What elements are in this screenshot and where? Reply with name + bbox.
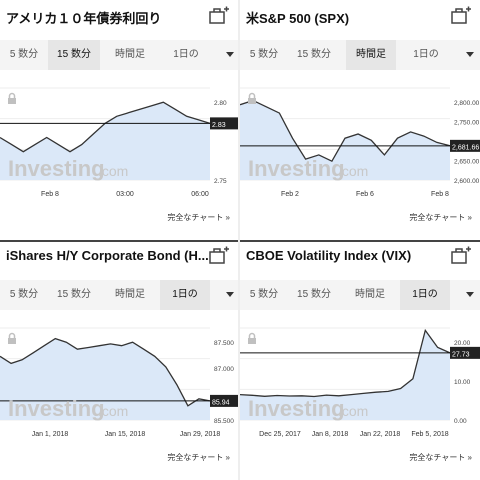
investing-watermark: Investing: [248, 156, 345, 181]
price-label: 27.73: [452, 351, 470, 358]
series-line: [240, 328, 451, 398]
tab-5min[interactable]: 5 数分: [249, 289, 279, 300]
widget-title: iShares H/Y Corporate Bond (H...: [6, 248, 209, 263]
price-label: 2,681.66: [452, 144, 479, 151]
tab-5min[interactable]: 5 数分: [249, 49, 279, 60]
panel-divider: [240, 240, 480, 242]
investing-watermark-suffix: .com: [98, 403, 128, 419]
lock-icon: [248, 332, 256, 344]
y-tick-label: 2,800.00: [454, 100, 480, 107]
x-tick-label: Feb 6: [356, 191, 374, 198]
tab-5min[interactable]: 5 数分: [9, 49, 39, 60]
y-tick-label: 2,750.00: [454, 120, 480, 127]
area-fill: [0, 338, 210, 420]
add-to-portfolio-icon[interactable]: [450, 246, 472, 266]
lock-icon: [8, 332, 16, 344]
x-tick-label: Jan 1, 2018: [32, 431, 69, 438]
tab-15min[interactable]: 15 数分: [57, 289, 91, 300]
chevron-down-icon[interactable]: [226, 52, 234, 57]
x-tick-label: Jan 8, 2018: [312, 431, 349, 438]
chevron-down-icon[interactable]: [226, 292, 234, 297]
full-chart-link[interactable]: 完全なチャート »: [409, 453, 472, 462]
investing-watermark-suffix: .com: [338, 403, 368, 419]
area-fill: [240, 330, 450, 420]
y-tick-label: 87.500: [214, 340, 234, 347]
y-tick-label: 87.000: [214, 366, 234, 373]
tab-5min[interactable]: 5 数分: [9, 289, 39, 300]
x-tick-label: Dec 25, 2017: [259, 431, 301, 438]
timeframe-tabs: 5 数分 15 数分 時間足 1日の: [240, 40, 480, 70]
tab-daily[interactable]: 1日の: [413, 49, 439, 60]
tab-hourly[interactable]: 時間足: [115, 289, 145, 300]
timeframe-tabs: 5 数分 15 数分 時間足 1日の: [0, 280, 238, 310]
series-line: [0, 337, 211, 407]
tab-daily[interactable]: 1日の: [160, 280, 210, 310]
y-tick-label: 10.00: [454, 379, 471, 386]
panel-divider: [0, 240, 238, 242]
tab-15min[interactable]: 15 数分: [297, 49, 331, 60]
add-to-portfolio-icon[interactable]: [208, 246, 230, 266]
investing-watermark: Investing: [8, 396, 105, 421]
price-label: 85.94: [212, 399, 230, 406]
widget-us-10y-bond: アメリカ１０年債券利回り 5 数分 15 数分 時間足 1日の 2.83 2.80…: [0, 0, 240, 240]
tab-daily[interactable]: 1日の: [400, 280, 450, 310]
tab-15min[interactable]: 15 数分: [297, 289, 331, 300]
series-line: [240, 99, 451, 163]
timeframe-tabs: 5 数分 15 数分 時間足 1日の: [0, 40, 238, 70]
add-to-portfolio-icon[interactable]: [450, 6, 472, 26]
tab-hourly[interactable]: 時間足: [346, 40, 396, 70]
y-tick-label: 2.75: [214, 178, 227, 185]
chevron-down-icon[interactable]: [466, 292, 474, 297]
x-tick-label: 06:00: [191, 191, 209, 198]
y-tick-label: 2.80: [214, 100, 227, 107]
investing-watermark-suffix: .com: [338, 163, 368, 179]
widget-title: 米S&P 500 (SPX): [246, 11, 350, 26]
timeframe-tabs: 5 数分 15 数分 時間足 1日の: [240, 280, 480, 310]
tab-daily[interactable]: 1日の: [173, 49, 199, 60]
price-label-bg: [450, 139, 480, 152]
y-tick-label: 20.00: [454, 340, 471, 347]
area-fill: [0, 102, 210, 180]
price-label-bg: [210, 117, 238, 130]
full-chart-link[interactable]: 完全なチャート »: [409, 213, 472, 222]
x-tick-label: Feb 8: [431, 191, 449, 198]
y-tick-label: 0.00: [454, 418, 467, 425]
tab-hourly[interactable]: 時間足: [355, 289, 385, 300]
widget-vix: CBOE Volatility Index (VIX) 5 数分 15 数分 時…: [240, 240, 480, 480]
price-chart: 2,681.66 2,800.00 2,750.00 2,650.00 2,600.00…: [240, 87, 480, 198]
full-chart-link[interactable]: 完全なチャート »: [167, 453, 230, 462]
x-tick-label: 03:00: [116, 191, 134, 198]
widget-hyg: iShares H/Y Corporate Bond (H... 5 数分 15…: [0, 240, 240, 480]
widget-title: アメリカ１０年債券利回り: [6, 11, 162, 26]
price-chart: 85.94 87.500 87.000 85.500 Jan 1, 2018 Jan 15…: [0, 327, 238, 438]
tab-hourly[interactable]: 時間足: [115, 49, 145, 60]
investing-watermark: Investing: [8, 156, 105, 181]
investing-watermark-suffix: .com: [98, 163, 128, 179]
y-tick-label: 2,600.00: [454, 178, 480, 185]
chevron-down-icon[interactable]: [466, 52, 474, 57]
lock-icon: [248, 92, 256, 104]
x-tick-label: Feb 8: [41, 191, 59, 198]
price-label-bg: [210, 394, 238, 407]
tab-15min[interactable]: 15 数分: [48, 40, 100, 70]
widget-title: CBOE Volatility Index (VIX): [246, 248, 412, 263]
y-tick-label: 2,650.00: [454, 159, 480, 166]
price-chart: 2.83 2.80 2.75 Feb 8 03:00 06:00 Investing.com: [0, 87, 238, 198]
full-chart-link[interactable]: 完全なチャート »: [167, 213, 230, 222]
widget-sp500: 米S&P 500 (SPX) 5 数分 15 数分 時間足 1日の 2,681.…: [240, 0, 480, 240]
x-tick-label: Feb 2: [281, 191, 299, 198]
y-tick-label: 85.500: [214, 418, 234, 425]
x-tick-label: Jan 15, 2018: [105, 431, 146, 438]
add-to-portfolio-icon[interactable]: [208, 6, 230, 26]
lock-icon: [8, 92, 16, 104]
x-tick-label: Feb 5, 2018: [411, 431, 448, 438]
x-tick-label: Jan 22, 2018: [360, 431, 401, 438]
investing-watermark: Investing: [248, 396, 345, 421]
area-fill: [240, 100, 450, 180]
price-label-bg: [450, 346, 480, 359]
price-chart: 27.73 20.00 10.00 0.00 Dec 25, 2017 Jan 8, 20…: [240, 327, 480, 438]
x-tick-label: Jan 29, 2018: [180, 431, 221, 438]
price-label: 2.83: [212, 122, 226, 129]
